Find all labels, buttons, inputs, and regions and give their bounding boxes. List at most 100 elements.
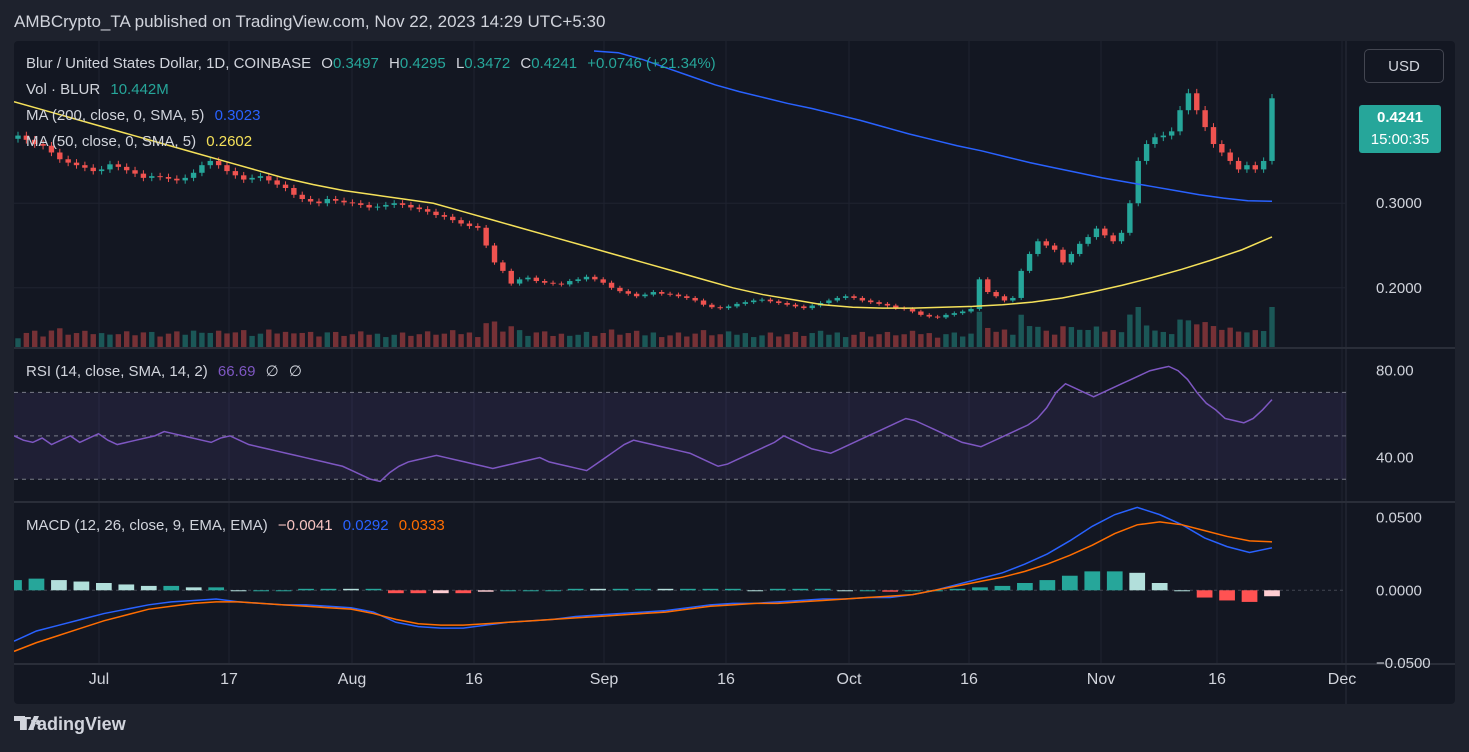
volume-bar (466, 332, 473, 347)
chart-canvas[interactable]: 0.3000 0.2000 80.00 40.00 0.0500 0.0000 −0.050… (14, 41, 1455, 704)
candle-body (149, 176, 155, 178)
publisher-line: AMBCrypto_TA published on TradingView.co… (14, 12, 606, 31)
time-tick-label: 16 (717, 671, 735, 688)
candle-body (633, 293, 640, 297)
volume-bar (1143, 325, 1150, 347)
candle-body (709, 304, 715, 308)
rsi-extra-2: ∅ (288, 363, 302, 380)
macd-histogram-bar (882, 590, 898, 592)
volume-bar (107, 334, 113, 347)
candle-body (40, 144, 46, 146)
macd-histogram-bar (185, 587, 202, 591)
ma200-value: 0.3023 (214, 107, 261, 124)
macd-histogram-bar (140, 585, 157, 591)
candle-body (1135, 160, 1141, 204)
volume-bar (934, 337, 941, 347)
chart-area[interactable]: 0.3000 0.2000 80.00 40.00 0.0500 0.0000 −0.050… (14, 41, 1455, 704)
candle-body (1068, 253, 1075, 263)
candle-body (399, 203, 406, 205)
volume-bar (98, 333, 105, 347)
volume-bar (1194, 324, 1200, 347)
macd-histogram-bar (635, 588, 651, 591)
volume-bar (909, 330, 916, 347)
candle-body (750, 300, 757, 303)
volume-bar (508, 326, 514, 347)
volume-bar (985, 327, 991, 347)
macd-histogram-bar (28, 578, 45, 591)
volume-bar (993, 331, 999, 347)
volume-bar (491, 321, 498, 347)
candle-body (190, 172, 197, 178)
candle-body (1202, 110, 1208, 128)
volume-bar (901, 334, 907, 347)
candle-body (985, 279, 991, 293)
candle-body (123, 166, 130, 171)
ma200-label[interactable]: MA (200, close, 0, SMA, 5) (26, 107, 205, 124)
macd-label[interactable]: MACD (12, 26, close, 9, EMA, EMA) (26, 517, 268, 534)
volume-bar (207, 332, 213, 347)
volume-bar (600, 332, 606, 347)
time-tick-label: Dec (1328, 671, 1356, 688)
volume-bar (15, 338, 21, 347)
candle-body (174, 178, 180, 181)
candle-body (282, 184, 289, 189)
volume-bar (842, 337, 849, 347)
volume-bar (1177, 319, 1183, 347)
volume-bar (232, 332, 239, 347)
volume-bar (441, 333, 448, 347)
volume-bar (65, 334, 71, 347)
ma50-label[interactable]: MA (50, close, 0, SMA, 5) (26, 133, 197, 150)
volume-bar (1093, 326, 1100, 347)
macd-histogram-bar (567, 588, 584, 591)
volume-bar (1026, 326, 1033, 347)
candle-body (1018, 270, 1024, 298)
candle-body (608, 282, 615, 288)
candle-body (1177, 110, 1183, 132)
last-price-tag: 0.4241 15:00:35 (1359, 105, 1441, 153)
rsi-extra-1: ∅ (265, 363, 279, 380)
macd-histogram-bar (837, 590, 854, 592)
currency-button[interactable]: USD (1364, 49, 1444, 83)
volume-bar (1110, 330, 1116, 347)
candle-body (625, 291, 631, 294)
signal-line (14, 521, 1273, 653)
candle-body (533, 277, 540, 282)
candle-body (642, 294, 648, 297)
volume-label[interactable]: Vol · BLUR (26, 81, 101, 98)
volume-bar (767, 332, 774, 347)
macd-histogram-bar (95, 583, 112, 591)
volume-bar (684, 336, 690, 347)
volume-bar (157, 336, 163, 347)
open-value: 0.3497 (332, 55, 379, 72)
candle-body (266, 176, 272, 181)
volume-bar (642, 335, 648, 347)
volume-bar (567, 335, 573, 347)
volume-bar (801, 335, 807, 347)
macd-histogram-bar (163, 585, 180, 591)
macd-histogram-bar (814, 588, 831, 591)
symbol-title[interactable]: Blur / United States Dollar, 1D, COINBAS… (26, 55, 312, 72)
candle-body (1043, 241, 1049, 246)
volume-bar (1227, 327, 1233, 347)
candle-body (416, 207, 422, 210)
volume-bar (450, 330, 456, 347)
volume-bar (115, 334, 122, 347)
candle-body (32, 139, 38, 145)
candle-body (859, 297, 866, 301)
rsi-line (14, 365, 1273, 483)
candle-body (951, 313, 958, 315)
macd-histogram-bar (657, 588, 674, 591)
tradingview-brand[interactable]: TradingView (20, 714, 126, 734)
volume-bar (190, 330, 197, 347)
ma50-line (14, 101, 1273, 309)
volume-bar (558, 333, 565, 347)
rsi-label[interactable]: RSI (14, close, SMA, 14, 2) (26, 363, 208, 380)
candle-body (224, 165, 230, 172)
macd-histogram-bar (1219, 590, 1235, 601)
volume-bar (926, 333, 932, 347)
volume-bar (23, 332, 30, 347)
candle-body (1252, 165, 1258, 170)
candle-body (1051, 245, 1058, 250)
macd-histogram-bar (1061, 575, 1078, 591)
volume-bar (725, 331, 732, 347)
